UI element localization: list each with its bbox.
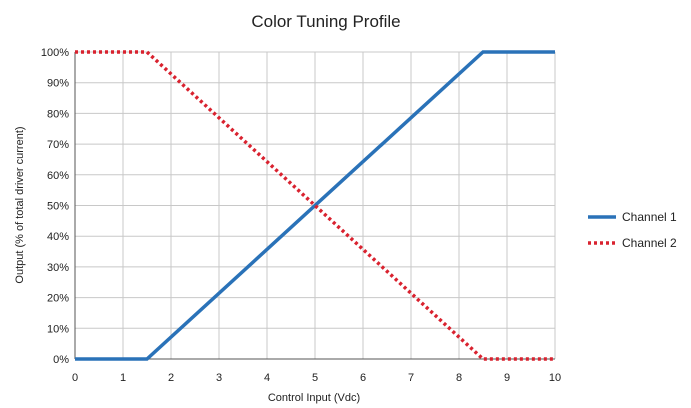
legend: Channel 1 Channel 2 <box>588 210 677 250</box>
y-tick-label: 60% <box>47 170 69 182</box>
x-tick-label: 6 <box>360 372 366 384</box>
legend-label-1: Channel 1 <box>622 210 677 224</box>
x-tick-label: 2 <box>168 372 174 384</box>
y-tick-label: 100% <box>41 47 69 59</box>
x-tick-label: 0 <box>72 372 78 384</box>
series-line-2 <box>75 50 555 361</box>
x-tick-label: 4 <box>264 372 270 384</box>
y-tick-label: 30% <box>47 262 69 274</box>
x-tick-label: 7 <box>408 372 414 384</box>
y-tick-label: 40% <box>47 231 69 243</box>
y-tick-label: 10% <box>47 323 69 335</box>
chart-title: Color Tuning Profile <box>251 12 400 31</box>
y-tick-label: 50% <box>47 201 69 213</box>
tick-labels: 0 1 2 3 4 5 6 7 8 9 100%10%20%30%40%50%60%70%80%90… <box>41 47 561 384</box>
x-tick-label: 10 <box>549 372 561 384</box>
y-tick-label: 20% <box>47 293 69 305</box>
x-tick-label: 9 <box>504 372 510 384</box>
y-tick-label: 0% <box>53 354 69 366</box>
axes <box>74 52 555 360</box>
y-tick-label: 80% <box>47 108 69 120</box>
series-line-1 <box>75 50 555 361</box>
y-tick-label: 70% <box>47 139 69 151</box>
x-tick-label: 5 <box>312 372 318 384</box>
y-axis-label: Output (% of total driver current) <box>14 126 26 283</box>
legend-label-2: Channel 2 <box>622 236 677 250</box>
x-axis-label: Control Input (Vdc) <box>268 392 360 404</box>
series-layer <box>75 50 555 361</box>
x-tick-label: 3 <box>216 372 222 384</box>
y-tick-label: 90% <box>47 78 69 90</box>
x-tick-label: 1 <box>120 372 126 384</box>
x-tick-label: 8 <box>456 372 462 384</box>
